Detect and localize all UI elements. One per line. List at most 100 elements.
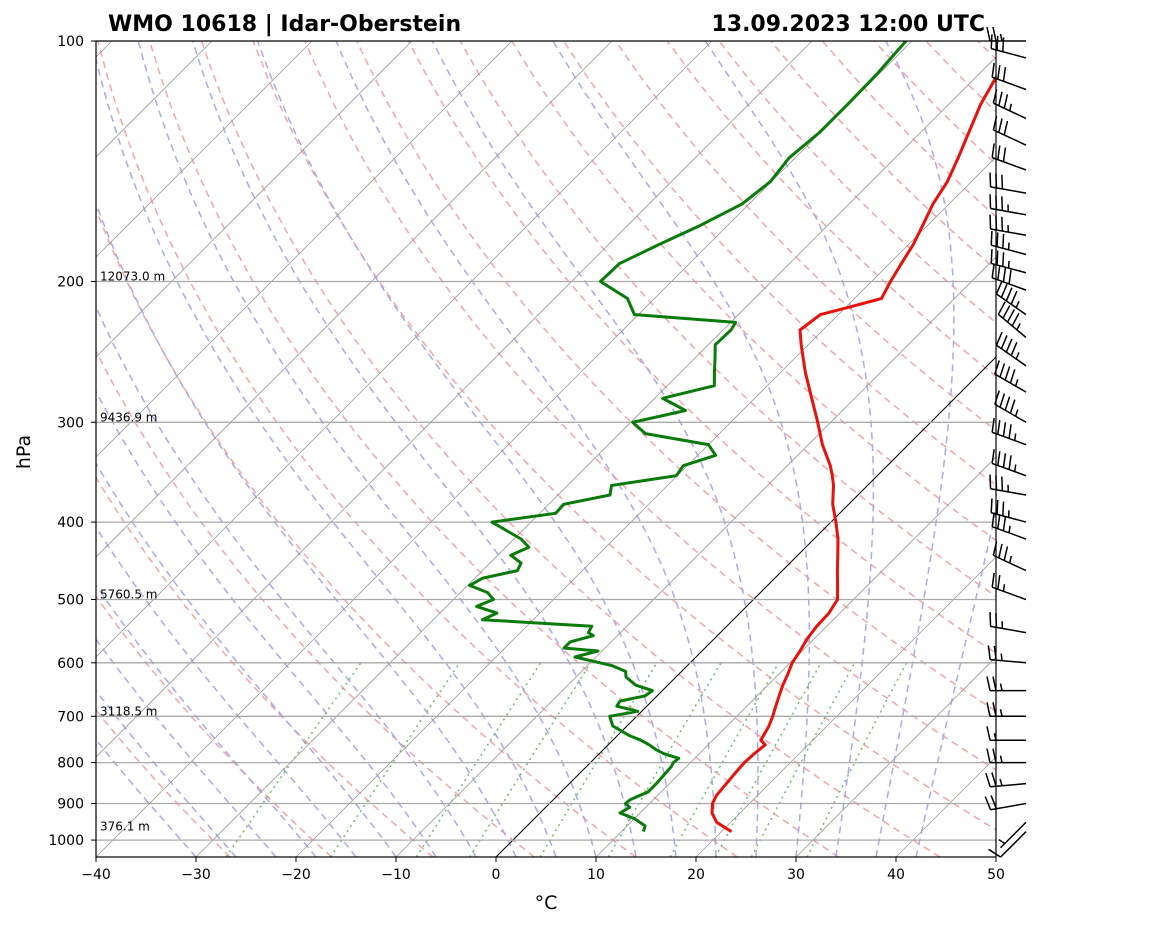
dry-adiabat <box>977 41 996 61</box>
dewpoint-profile <box>468 41 908 833</box>
dry-adiabat <box>96 207 637 857</box>
dry-adiabat <box>511 41 996 542</box>
wind-barb <box>986 676 1026 692</box>
isotherm <box>995 856 996 857</box>
wind-barbs <box>984 26 1027 858</box>
wind-barb <box>986 26 1026 42</box>
moist-adiabat <box>335 41 717 857</box>
moist-adiabat <box>915 508 996 857</box>
moist-adiabat <box>96 525 357 857</box>
wind-barb <box>995 280 1027 316</box>
wind-barb <box>986 702 1026 718</box>
wind-barb <box>991 449 1027 477</box>
wind-barb <box>995 331 1027 367</box>
y-tick-label: 500 <box>57 593 84 609</box>
x-tick-label: 0 <box>492 867 501 883</box>
dry-adiabat <box>96 349 535 857</box>
mixing-ratio-line <box>714 662 822 857</box>
moist-adiabat <box>431 41 759 857</box>
dry-adiabat <box>304 41 996 771</box>
y-tick-label: 1000 <box>48 833 84 849</box>
wind-barb <box>986 748 1026 764</box>
moist-adiabat <box>552 41 811 857</box>
moist-adiabat <box>96 461 397 857</box>
axes: −40 −30 −20 −10 0 10 20 30 40 50 100 200 300 400 500 60… <box>48 34 1005 883</box>
dry-adiabat <box>97 41 738 857</box>
y-tick-label: 700 <box>57 709 84 725</box>
dry-adiabat <box>563 41 996 486</box>
y-axis-label: hPa <box>13 435 35 469</box>
isotherm <box>795 656 996 857</box>
x-tick-label: 40 <box>887 867 905 883</box>
chart-title-datetime: 13.09.2023 12:00 UTC <box>711 12 985 37</box>
dry-adiabat <box>252 41 996 831</box>
isotherm <box>695 556 996 857</box>
wind-barb <box>992 89 1027 120</box>
background-lines <box>0 41 1160 857</box>
wind-barb <box>990 498 1027 523</box>
y-tick-label: 300 <box>57 415 84 431</box>
wind-barb <box>989 474 1027 496</box>
x-tick-label: −20 <box>281 867 311 883</box>
y-tick-label: 900 <box>57 797 84 813</box>
wind-barb <box>991 143 1027 171</box>
mixing-ratio-line <box>806 662 908 857</box>
x-tick-label: 20 <box>687 867 705 883</box>
dry-adiabat <box>200 41 941 857</box>
wind-barb <box>990 249 1027 274</box>
dry-adiabat <box>96 595 333 857</box>
wind-barb <box>988 831 1027 858</box>
moist-adiabat <box>96 201 517 857</box>
wind-barb <box>991 572 1027 601</box>
wind-barb <box>994 390 1027 423</box>
moist-adiabat <box>875 41 955 857</box>
mixing-ratio-line <box>669 662 780 857</box>
height-label: 12073.0 m <box>100 270 165 284</box>
wind-barb <box>997 301 1027 339</box>
temperature-profile <box>710 74 996 833</box>
x-axis-label: °C <box>535 892 558 914</box>
isotherm <box>595 456 996 857</box>
moist-adiabat <box>137 41 597 857</box>
moist-adiabat <box>192 41 637 857</box>
moist-adiabat <box>96 638 277 857</box>
isotherm <box>96 41 413 358</box>
wind-barb <box>987 645 1027 664</box>
isotherm <box>0 41 12 857</box>
isotherm <box>395 256 996 857</box>
x-tick-label: −30 <box>181 867 211 883</box>
dry-adiabat <box>925 41 996 113</box>
wind-barb <box>992 115 1027 146</box>
dry-adiabat <box>459 41 996 598</box>
wind-barb <box>991 512 1027 540</box>
isotherm <box>96 41 313 258</box>
x-tick-label: −10 <box>381 867 411 883</box>
dry-adiabat <box>1030 41 1160 857</box>
wind-barb <box>989 172 1027 194</box>
mixing-ratio-line <box>225 662 362 857</box>
height-labels: 12073.0 m 9436.9 m 5760.5 m 3118.5 m 376.1 m <box>100 270 165 834</box>
isotherm <box>96 41 613 558</box>
height-label: 376.1 m <box>100 820 150 834</box>
isotherm <box>195 56 996 857</box>
chart-title-station: WMO 10618 | Idar-Oberstein <box>108 12 461 37</box>
x-tick-label: 10 <box>587 867 605 883</box>
y-tick-label: 600 <box>57 656 84 672</box>
sounding-profiles <box>468 41 996 833</box>
wind-barb <box>989 194 1027 216</box>
y-tick-label: 100 <box>57 34 84 50</box>
mixing-ratio-line <box>607 662 722 857</box>
moist-adiabat <box>256 41 677 857</box>
height-label: 5760.5 m <box>100 588 158 602</box>
wind-barb <box>991 263 1027 291</box>
dry-adiabat <box>770 41 996 271</box>
wind-barb <box>984 795 1027 811</box>
moist-adiabat <box>96 305 477 857</box>
moist-adiabat <box>96 56 557 857</box>
wind-barb <box>991 62 1027 91</box>
wind-barb <box>986 726 1026 741</box>
moist-adiabat <box>96 689 237 857</box>
mixing-ratio-line <box>329 662 461 857</box>
mixing-ratio-line <box>469 662 592 857</box>
